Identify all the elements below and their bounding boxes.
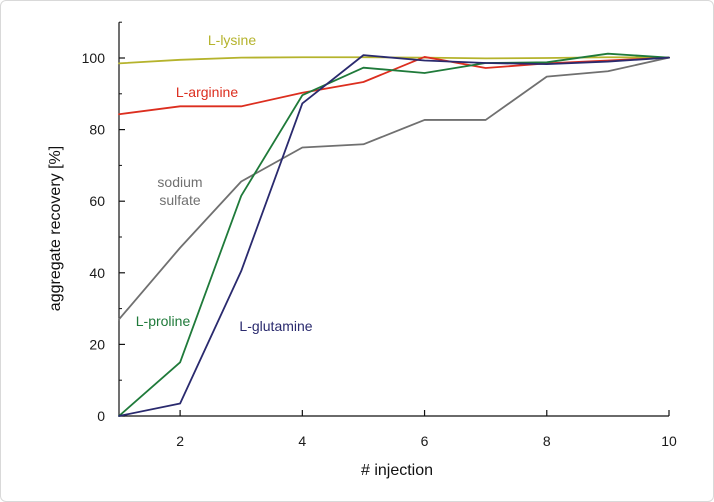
series-label-sodium-sulfate: sodium (157, 174, 202, 190)
series-line-l-glutamine (118, 54, 670, 417)
series-label-l-proline: L-proline (136, 313, 191, 329)
axes (118, 22, 669, 417)
y-axis-title: aggregate recovery [%] (47, 146, 64, 311)
y-tick-label: 100 (82, 50, 106, 66)
series-labels: L-lysine L-arginine sodium sulfate L-proline… (136, 32, 313, 334)
x-tick-label: 8 (543, 433, 551, 449)
series-line-sodium-sulfate (118, 56, 670, 321)
y-tick-label: 20 (89, 336, 105, 352)
x-tick-label: 2 (176, 433, 184, 449)
y-tick-label: 60 (89, 193, 105, 209)
y-tick-label: 40 (89, 265, 105, 281)
series-label-l-glutamine: L-glutamine (239, 318, 312, 334)
y-tick-label: 80 (89, 122, 105, 138)
y-tick-label: 0 (97, 408, 105, 424)
x-tick-label: 10 (661, 433, 677, 449)
tick-marks (119, 21, 670, 417)
series-label-l-lysine: L-lysine (208, 32, 256, 48)
series-label-l-arginine: L-arginine (176, 84, 238, 100)
x-tick-label: 4 (298, 433, 306, 449)
series-label-sodium-sulfate: sulfate (159, 192, 200, 208)
x-axis-title: # injection (361, 462, 433, 479)
x-tick-label: 6 (421, 433, 429, 449)
series-lines (118, 52, 670, 417)
series-line-l-proline (118, 52, 670, 417)
